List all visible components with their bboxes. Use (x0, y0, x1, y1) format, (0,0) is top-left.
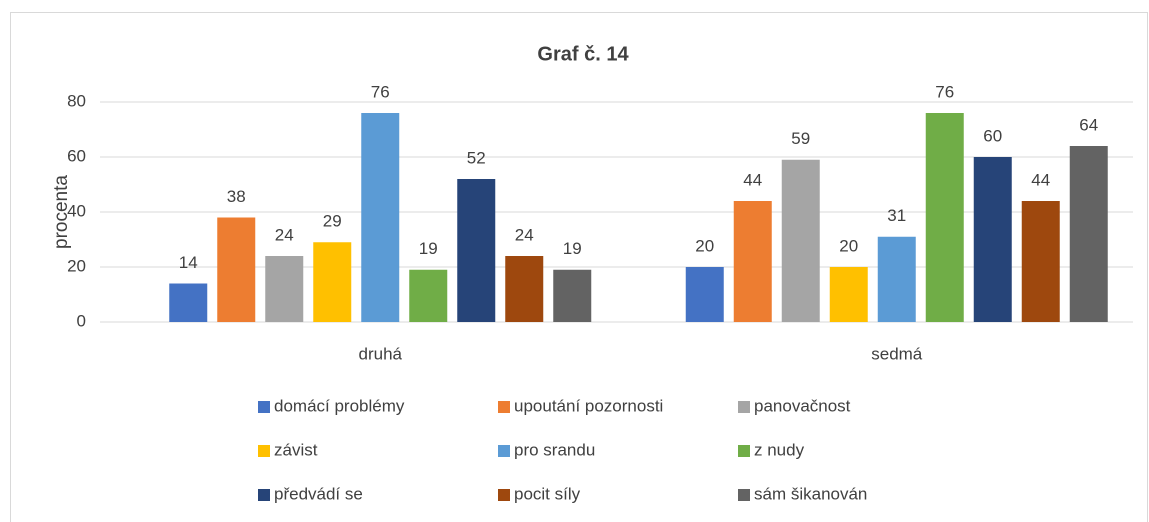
legend-label: předvádí se (274, 484, 363, 503)
bar (1021, 201, 1060, 322)
x-tick-label: druhá (359, 344, 403, 363)
legend-label: pocit síly (514, 484, 581, 503)
y-tick-label: 40 (67, 201, 86, 220)
y-tick-label: 60 (67, 146, 86, 165)
bar (733, 201, 772, 322)
chart-frame (10, 12, 1148, 522)
data-label: 14 (179, 253, 198, 272)
bar (217, 217, 256, 322)
bar (685, 267, 724, 322)
data-label: 52 (467, 148, 486, 167)
bar (829, 267, 868, 322)
data-label: 19 (563, 239, 582, 258)
legend-swatch (738, 489, 750, 501)
bar (1069, 146, 1108, 322)
legend-swatch (258, 489, 270, 501)
bar (781, 159, 820, 322)
legend-label: závist (274, 440, 318, 459)
bar (505, 256, 544, 322)
data-label: 20 (839, 236, 858, 255)
data-label: 29 (323, 212, 342, 231)
bar (925, 113, 964, 322)
legend-label: pro srandu (514, 440, 595, 459)
legend-label: panovačnost (754, 396, 851, 415)
bar (361, 113, 400, 322)
data-label: 64 (1079, 115, 1098, 134)
data-label: 19 (419, 239, 438, 258)
legend-swatch (738, 401, 750, 413)
data-label: 20 (695, 236, 714, 255)
bar (169, 283, 208, 322)
data-label: 38 (227, 187, 246, 206)
y-axis-label: procenta (51, 175, 72, 249)
bar (553, 269, 592, 322)
data-label: 76 (371, 82, 390, 101)
legend-swatch (498, 401, 510, 413)
data-label: 44 (743, 170, 762, 189)
chart-title: Graf č. 14 (537, 43, 629, 65)
data-label: 31 (887, 206, 906, 225)
legend-swatch (258, 401, 270, 413)
data-label: 60 (983, 126, 1002, 145)
legend-swatch (498, 489, 510, 501)
data-label: 44 (1031, 170, 1050, 189)
data-label: 59 (791, 129, 810, 148)
y-tick-label: 80 (67, 91, 86, 110)
data-label: 24 (515, 225, 534, 244)
bar (265, 256, 304, 322)
bar (877, 236, 916, 322)
legend-swatch (258, 445, 270, 457)
legend-swatch (498, 445, 510, 457)
x-tick-label: sedmá (871, 344, 923, 363)
data-label: 24 (275, 225, 294, 244)
legend-label: domácí problémy (274, 396, 405, 415)
legend-label: sám šikanován (754, 484, 867, 503)
legend-swatch (738, 445, 750, 457)
bar (973, 157, 1012, 322)
bar (313, 242, 352, 322)
y-tick-label: 0 (77, 311, 86, 330)
legend-label: z nudy (754, 440, 805, 459)
data-label: 76 (935, 82, 954, 101)
bar (457, 179, 496, 322)
legend-label: upoutání pozornosti (514, 396, 663, 415)
y-tick-label: 20 (67, 256, 86, 275)
bar (409, 269, 448, 322)
